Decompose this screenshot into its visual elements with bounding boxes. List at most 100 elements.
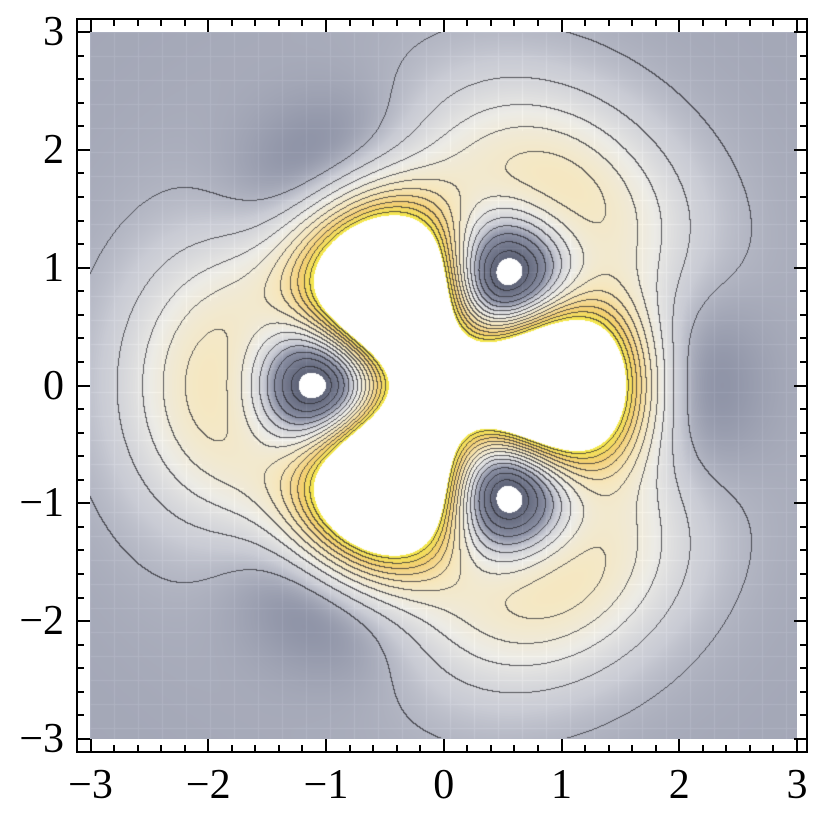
y-tick-left (76, 101, 84, 104)
x-tick-top (183, 18, 186, 26)
y-tick-left (76, 573, 84, 576)
x-tick-top (631, 18, 634, 26)
y-tick-right (800, 525, 808, 528)
y-tick-left (76, 549, 84, 552)
x-tick-top (136, 18, 139, 26)
x-tick-bottom (348, 745, 351, 753)
x-tick-top (489, 18, 492, 26)
x-tick-bottom (772, 745, 775, 753)
y-tick-left (76, 266, 90, 269)
x-tick-top (395, 18, 398, 26)
y-tick-right (800, 54, 808, 57)
x-tick-bottom (301, 745, 304, 753)
y-tick-right (794, 148, 808, 151)
y-tick-label: −1 (19, 480, 64, 527)
y-tick-left (76, 714, 84, 717)
x-tick-top (772, 18, 775, 26)
y-tick-left (76, 125, 84, 128)
x-tick-label: −2 (185, 762, 231, 808)
x-tick-top (725, 18, 728, 26)
x-tick-top (536, 18, 539, 26)
x-tick-top (89, 18, 92, 32)
x-tick-bottom (442, 739, 445, 753)
y-tick-left (76, 667, 84, 670)
x-tick-top (207, 18, 210, 32)
y-tick-left (76, 195, 84, 198)
x-tick-bottom (560, 739, 563, 753)
y-tick-right (794, 384, 808, 387)
y-tick-left (76, 78, 84, 81)
x-tick-top (372, 18, 375, 26)
x-tick-top (348, 18, 351, 26)
x-tick-bottom (113, 745, 116, 753)
y-tick-left (76, 502, 90, 505)
x-tick-top (160, 18, 163, 26)
y-tick-right (794, 620, 808, 623)
x-tick-top (254, 18, 257, 26)
x-tick-bottom (325, 739, 327, 753)
x-tick-bottom (207, 739, 210, 753)
y-tick-left (76, 408, 84, 411)
y-tick-right (800, 408, 808, 411)
y-tick-left (76, 54, 84, 57)
y-tick-right (800, 667, 808, 670)
x-tick-label: −3 (68, 762, 113, 808)
x-tick-bottom (160, 745, 163, 753)
x-tick-top (277, 18, 280, 26)
x-tick-top (607, 18, 610, 26)
x-tick-top (513, 18, 516, 26)
y-tick-right (800, 596, 808, 599)
x-tick-top (466, 18, 469, 26)
x-tick-bottom (489, 745, 492, 753)
y-tick-right (800, 78, 808, 81)
y-tick-right (800, 643, 808, 646)
y-tick-right (800, 337, 808, 340)
x-tick-top (748, 18, 751, 26)
x-tick-bottom (513, 745, 516, 753)
y-tick-label: 1 (43, 244, 64, 291)
x-tick-bottom (466, 745, 469, 753)
y-tick-left (76, 148, 90, 151)
y-tick-left (76, 290, 84, 293)
y-tick-right (800, 573, 808, 576)
x-tick-top (654, 18, 657, 26)
y-tick-left (76, 620, 90, 623)
x-tick-bottom (183, 745, 186, 753)
x-tick-top (796, 18, 798, 32)
y-tick-right (800, 195, 808, 198)
y-tick-left (76, 219, 84, 222)
y-tick-left (76, 738, 90, 740)
x-tick-top (113, 18, 116, 26)
x-tick-top (301, 18, 304, 26)
y-tick-right (794, 502, 808, 505)
x-tick-bottom (631, 745, 634, 753)
y-tick-right (800, 125, 808, 128)
x-tick-bottom (607, 745, 610, 753)
y-tick-left (76, 478, 84, 481)
x-tick-top (325, 18, 327, 32)
x-tick-bottom (748, 745, 751, 753)
x-tick-top (419, 18, 422, 26)
x-tick-top (701, 18, 704, 26)
y-tick-left (76, 360, 84, 363)
y-tick-right (800, 360, 808, 363)
y-tick-right (794, 738, 808, 740)
x-tick-bottom (277, 745, 280, 753)
y-tick-right (800, 549, 808, 552)
x-tick-bottom (89, 739, 92, 753)
y-tick-left (76, 596, 84, 599)
x-tick-bottom (701, 745, 704, 753)
x-tick-top (678, 18, 681, 32)
y-tick-right (800, 219, 808, 222)
y-tick-left (76, 431, 84, 434)
x-tick-bottom (678, 739, 681, 753)
y-tick-label: 2 (43, 126, 64, 173)
x-tick-bottom (254, 745, 257, 753)
x-tick-top (584, 18, 587, 26)
y-tick-right (800, 478, 808, 481)
y-tick-right (800, 313, 808, 316)
y-tick-label: 0 (43, 362, 64, 409)
x-tick-top (230, 18, 233, 26)
y-tick-left (76, 31, 90, 33)
y-tick-right (800, 101, 808, 104)
